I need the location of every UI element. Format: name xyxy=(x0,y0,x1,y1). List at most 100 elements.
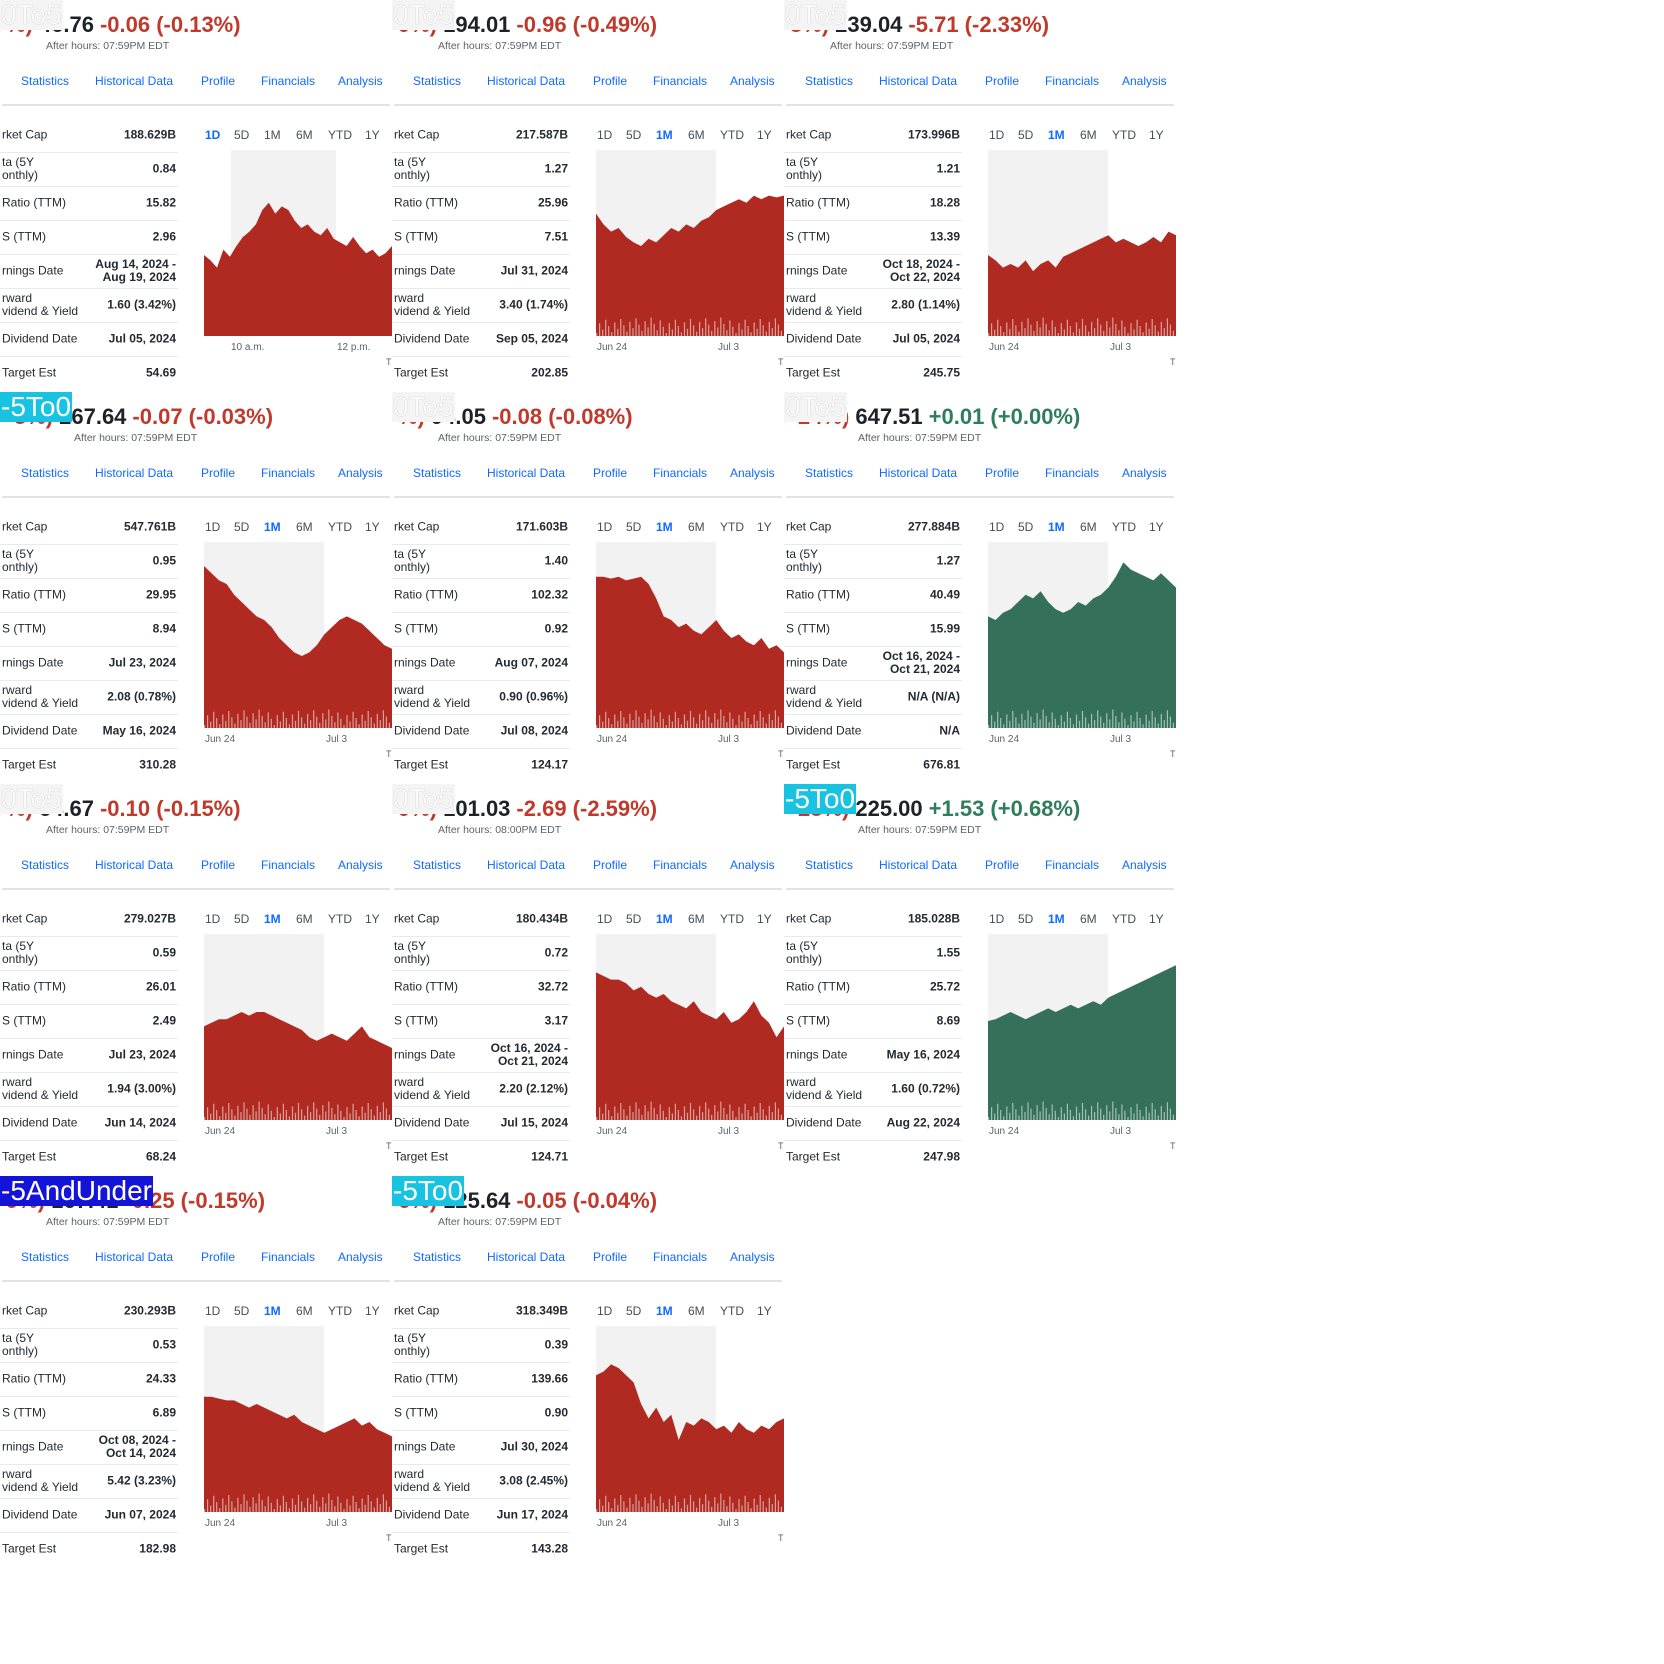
tab-financials[interactable]: Financials xyxy=(261,74,316,88)
range-5d[interactable]: 5D xyxy=(626,912,642,926)
tab-financials[interactable]: Financials xyxy=(261,466,316,480)
tab-historical-data[interactable]: Historical Data xyxy=(487,466,566,480)
range-1m[interactable]: 1M xyxy=(656,912,673,926)
range-1d[interactable]: 1D xyxy=(597,520,613,534)
range-ytd[interactable]: YTD xyxy=(328,520,352,534)
price-area-chart[interactable] xyxy=(204,542,392,732)
range-6m[interactable]: 6M xyxy=(296,912,313,926)
tab-historical-data[interactable]: Historical Data xyxy=(487,858,566,872)
price-area-chart[interactable] xyxy=(988,934,1176,1124)
tab-financials[interactable]: Financials xyxy=(261,858,316,872)
tab-statistics[interactable]: Statistics xyxy=(805,466,854,480)
tab-analysis[interactable]: Analysis xyxy=(730,74,775,88)
tab-historical-data[interactable]: Historical Data xyxy=(95,858,174,872)
range-1y[interactable]: 1Y xyxy=(365,1304,380,1318)
price-area-chart[interactable] xyxy=(596,150,784,340)
tab-historical-data[interactable]: Historical Data xyxy=(879,74,958,88)
price-area-chart[interactable] xyxy=(988,542,1176,732)
range-ytd[interactable]: YTD xyxy=(720,1304,744,1318)
tab-analysis[interactable]: Analysis xyxy=(730,466,775,480)
tab-profile[interactable]: Profile xyxy=(201,1250,236,1264)
range-1y[interactable]: 1Y xyxy=(365,520,380,534)
tab-statistics[interactable]: Statistics xyxy=(413,466,462,480)
range-5d[interactable]: 5D xyxy=(234,128,250,142)
tab-financials[interactable]: Financials xyxy=(261,1250,316,1264)
price-area-chart[interactable] xyxy=(596,934,784,1124)
tab-profile[interactable]: Profile xyxy=(593,74,628,88)
tab-statistics[interactable]: Statistics xyxy=(413,858,462,872)
range-1m[interactable]: 1M xyxy=(1048,128,1065,142)
range-6m[interactable]: 6M xyxy=(688,912,705,926)
range-1d[interactable]: 1D xyxy=(597,912,613,926)
range-1y[interactable]: 1Y xyxy=(365,912,380,926)
range-1y[interactable]: 1Y xyxy=(757,128,772,142)
tab-financials[interactable]: Financials xyxy=(1045,466,1100,480)
range-ytd[interactable]: YTD xyxy=(720,520,744,534)
tab-statistics[interactable]: Statistics xyxy=(21,466,70,480)
tab-profile[interactable]: Profile xyxy=(593,1250,628,1264)
tab-statistics[interactable]: Statistics xyxy=(21,858,70,872)
range-1m[interactable]: 1M xyxy=(656,128,673,142)
tab-analysis[interactable]: Analysis xyxy=(730,1250,775,1264)
range-5d[interactable]: 5D xyxy=(1018,520,1034,534)
range-6m[interactable]: 6M xyxy=(296,128,313,142)
range-ytd[interactable]: YTD xyxy=(720,912,744,926)
tab-statistics[interactable]: Statistics xyxy=(413,74,462,88)
range-6m[interactable]: 6M xyxy=(1080,520,1097,534)
tab-historical-data[interactable]: Historical Data xyxy=(879,466,958,480)
range-1m[interactable]: 1M xyxy=(264,912,281,926)
tab-profile[interactable]: Profile xyxy=(201,466,236,480)
tab-analysis[interactable]: Analysis xyxy=(730,858,775,872)
tab-profile[interactable]: Profile xyxy=(201,858,236,872)
price-area-chart[interactable] xyxy=(988,150,1176,340)
tab-profile[interactable]: Profile xyxy=(593,466,628,480)
tab-historical-data[interactable]: Historical Data xyxy=(95,74,174,88)
range-6m[interactable]: 6M xyxy=(1080,128,1097,142)
price-area-chart[interactable] xyxy=(596,1326,784,1516)
tab-profile[interactable]: Profile xyxy=(985,858,1020,872)
range-6m[interactable]: 6M xyxy=(1080,912,1097,926)
range-1y[interactable]: 1Y xyxy=(1149,128,1164,142)
range-ytd[interactable]: YTD xyxy=(1112,128,1136,142)
range-6m[interactable]: 6M xyxy=(296,520,313,534)
tab-financials[interactable]: Financials xyxy=(653,858,708,872)
tab-historical-data[interactable]: Historical Data xyxy=(487,74,566,88)
range-1d[interactable]: 1D xyxy=(205,128,221,142)
tab-historical-data[interactable]: Historical Data xyxy=(487,1250,566,1264)
tab-financials[interactable]: Financials xyxy=(1045,74,1100,88)
tab-historical-data[interactable]: Historical Data xyxy=(879,858,958,872)
tab-financials[interactable]: Financials xyxy=(653,466,708,480)
range-1d[interactable]: 1D xyxy=(989,912,1005,926)
tab-financials[interactable]: Financials xyxy=(653,1250,708,1264)
range-1y[interactable]: 1Y xyxy=(1149,912,1164,926)
range-1d[interactable]: 1D xyxy=(989,128,1005,142)
range-1d[interactable]: 1D xyxy=(205,520,221,534)
range-1d[interactable]: 1D xyxy=(597,128,613,142)
tab-statistics[interactable]: Statistics xyxy=(21,74,70,88)
tab-profile[interactable]: Profile xyxy=(985,466,1020,480)
range-1y[interactable]: 1Y xyxy=(757,912,772,926)
tab-profile[interactable]: Profile xyxy=(593,858,628,872)
tab-analysis[interactable]: Analysis xyxy=(338,858,383,872)
tab-analysis[interactable]: Analysis xyxy=(1122,858,1167,872)
tab-financials[interactable]: Financials xyxy=(1045,858,1100,872)
tab-historical-data[interactable]: Historical Data xyxy=(95,1250,174,1264)
tab-profile[interactable]: Profile xyxy=(201,74,236,88)
price-area-chart[interactable] xyxy=(204,150,392,340)
tab-analysis[interactable]: Analysis xyxy=(338,1250,383,1264)
tab-profile[interactable]: Profile xyxy=(985,74,1020,88)
range-6m[interactable]: 6M xyxy=(688,1304,705,1318)
tab-statistics[interactable]: Statistics xyxy=(21,1250,70,1264)
range-1m[interactable]: 1M xyxy=(656,520,673,534)
range-1y[interactable]: 1Y xyxy=(365,128,380,142)
range-1m[interactable]: 1M xyxy=(264,128,281,142)
range-1m[interactable]: 1M xyxy=(1048,912,1065,926)
range-1m[interactable]: 1M xyxy=(264,1304,281,1318)
tab-analysis[interactable]: Analysis xyxy=(1122,74,1167,88)
tab-analysis[interactable]: Analysis xyxy=(338,74,383,88)
range-1m[interactable]: 1M xyxy=(656,1304,673,1318)
range-1d[interactable]: 1D xyxy=(989,520,1005,534)
tab-analysis[interactable]: Analysis xyxy=(1122,466,1167,480)
range-5d[interactable]: 5D xyxy=(234,520,250,534)
range-1m[interactable]: 1M xyxy=(264,520,281,534)
